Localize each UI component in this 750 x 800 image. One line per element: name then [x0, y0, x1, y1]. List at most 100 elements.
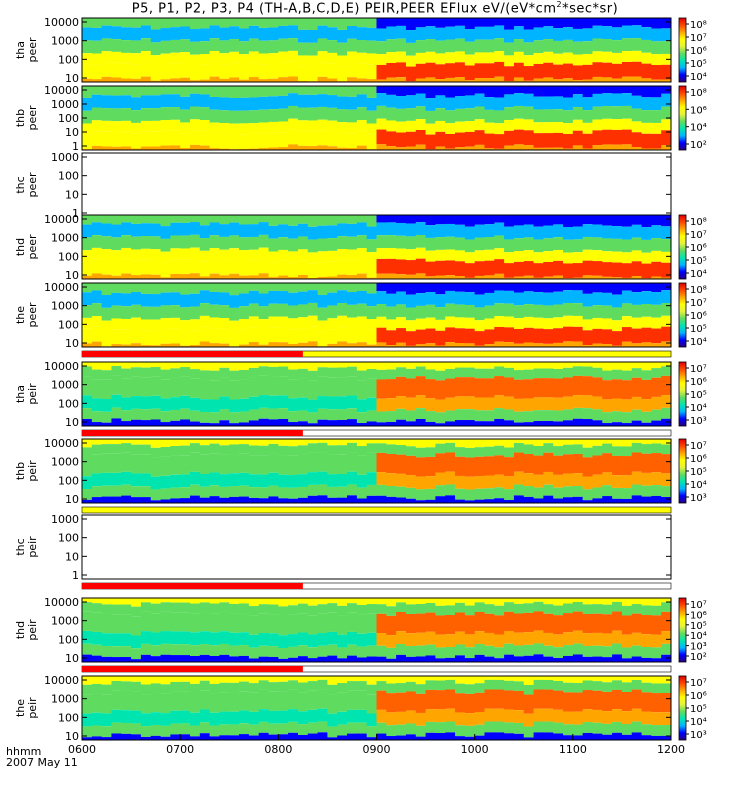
spectrogram-cell — [327, 18, 338, 28]
spectrogram-cell — [317, 471, 328, 485]
spectrogram-cell — [288, 614, 299, 635]
spectrogram-cell — [641, 362, 652, 371]
colorbar-tick-label: 10⁷ — [690, 230, 707, 241]
spectrogram-cell — [199, 28, 211, 42]
spectrogram-cell — [258, 598, 269, 605]
spectrogram-cell — [278, 362, 289, 367]
spectrogram-cell — [248, 97, 260, 111]
spectrogram-cell — [484, 645, 495, 657]
spectrogram-cell — [366, 484, 377, 496]
spectrogram-cell — [543, 362, 554, 369]
spectrogram-cell — [209, 380, 220, 400]
spectrogram-cell — [533, 27, 544, 41]
spectrogram-cell — [268, 147, 279, 150]
spectrogram-cell — [563, 239, 574, 253]
spectrogram-cell — [111, 375, 122, 395]
spectrogram-cell — [376, 495, 387, 503]
spectrogram-cell — [474, 39, 485, 53]
spectrogram-cell — [592, 420, 603, 426]
spectrogram-cell — [131, 676, 142, 682]
spectrogram-cell — [386, 444, 397, 454]
spectrogram-cell — [248, 598, 260, 607]
spectrogram-cell — [553, 605, 564, 616]
spectrogram-cell — [91, 316, 103, 327]
spectrogram-cell — [327, 95, 338, 108]
spectrogram-cell — [572, 654, 584, 662]
spectrogram-cell — [297, 368, 309, 379]
spectrogram-cell — [612, 611, 623, 631]
spectrogram-cell — [121, 131, 132, 147]
spectrogram-cell — [376, 709, 387, 723]
spectrogram-cell — [121, 95, 132, 109]
spectrogram-cell — [140, 61, 152, 77]
spectrogram-cell — [631, 452, 642, 472]
spectrogram-cell — [239, 691, 250, 711]
spectrogram-cell — [464, 239, 476, 253]
spectrogram-cell — [631, 95, 642, 109]
spectrogram-cell — [248, 683, 260, 693]
spectrogram-cell — [131, 148, 142, 150]
spectrogram-cell — [248, 606, 260, 616]
spectrogram-cell — [150, 80, 161, 82]
spectrogram-cell — [160, 725, 171, 737]
spectrogram-cell — [82, 488, 93, 500]
spectrogram-cell — [592, 25, 603, 39]
panel-probe-label: thd — [14, 621, 27, 639]
spectrogram-cell — [317, 656, 328, 662]
spectrogram-cell — [82, 630, 93, 644]
spectrogram-cell — [258, 133, 269, 149]
spectrogram-cell — [376, 645, 387, 657]
spectrogram-cell — [553, 368, 564, 379]
spectrogram-cell — [376, 690, 387, 710]
spectrogram-cell — [347, 419, 358, 426]
spectrogram-cell — [474, 447, 485, 457]
spectrogram-cell — [140, 319, 152, 331]
spectrogram-cell — [592, 18, 603, 26]
spectrogram-cell — [82, 261, 93, 276]
spectrogram-cell — [533, 283, 544, 293]
spectrogram-cell — [150, 249, 161, 261]
spectrogram-cell — [209, 736, 220, 740]
spectrogram-cell — [484, 224, 495, 237]
spectrogram-cell — [131, 710, 142, 724]
spectrogram-cell — [376, 54, 387, 65]
spectrogram-cell — [140, 486, 152, 498]
spectrogram-cell — [366, 86, 377, 98]
spectrogram-cell — [386, 283, 397, 294]
spectrogram-cell — [278, 635, 289, 648]
spectrogram-cell — [504, 676, 515, 681]
spectrogram-cell — [631, 362, 642, 369]
spectrogram-cell — [150, 260, 161, 275]
spectrogram-cell — [248, 362, 260, 368]
colorbar-tick-label: 10⁷ — [690, 600, 707, 611]
spectrogram-cell — [621, 263, 633, 278]
spectrogram-cell — [504, 263, 515, 278]
spectrogram-cell — [563, 226, 574, 240]
spectrogram-cell — [366, 27, 377, 41]
spectrogram-cell — [582, 613, 593, 634]
spectrogram-cell — [504, 215, 515, 227]
spectrogram-cell — [464, 277, 476, 279]
spectrogram-cell — [150, 489, 161, 501]
spectrogram-cell — [288, 225, 299, 239]
spectrogram-cell — [474, 294, 485, 308]
spectrogram-cell — [189, 54, 201, 66]
spectrogram-cell — [396, 683, 407, 693]
spectrogram-cell — [543, 261, 554, 277]
spectrogram-cell — [327, 276, 338, 279]
spectrogram-cell — [415, 222, 426, 235]
spectrogram-cell — [82, 134, 93, 150]
spectrogram-cell — [278, 25, 289, 39]
y-tick-label: 10 — [65, 269, 79, 282]
spectrogram-cell — [425, 237, 436, 251]
spectrogram-cell — [347, 395, 358, 409]
spectrogram-cell — [219, 631, 230, 644]
spectrogram-cell — [317, 689, 328, 709]
spectrogram-cell — [189, 495, 201, 503]
spectrogram-cell — [366, 410, 377, 422]
spectrogram-cell — [150, 66, 161, 81]
spectrogram-cell — [543, 397, 554, 411]
spectrogram-cell — [415, 106, 426, 120]
spectrogram-cell — [258, 283, 269, 294]
